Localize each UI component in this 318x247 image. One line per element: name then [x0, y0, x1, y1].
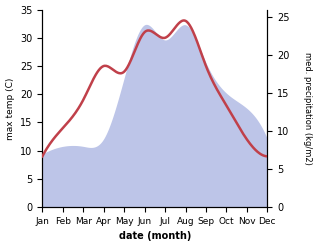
Y-axis label: max temp (C): max temp (C) [5, 77, 15, 140]
X-axis label: date (month): date (month) [119, 231, 191, 242]
Y-axis label: med. precipitation (kg/m2): med. precipitation (kg/m2) [303, 52, 313, 165]
